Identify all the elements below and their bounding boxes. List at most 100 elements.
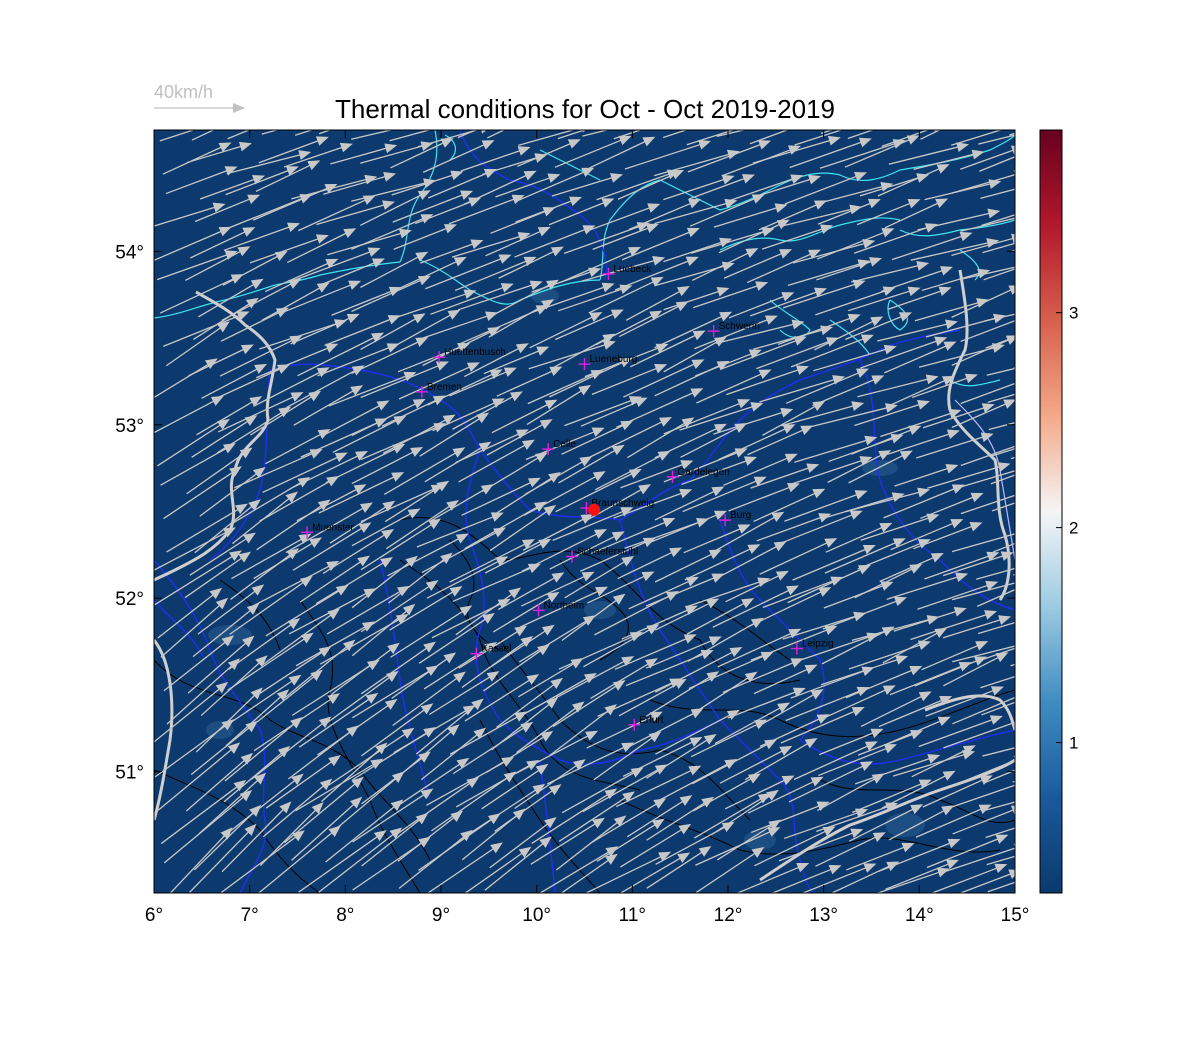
wind-arrow xyxy=(783,808,869,840)
wind-arrow xyxy=(418,813,501,871)
wind-arrow xyxy=(530,817,605,865)
wind-arrow xyxy=(860,336,948,369)
wind-arrow xyxy=(891,231,973,261)
wind-arrow xyxy=(220,830,305,893)
wind-arrow xyxy=(351,555,418,609)
wind-arrow xyxy=(960,445,1015,467)
y-tick-label: 51° xyxy=(115,763,144,784)
wind-arrow xyxy=(321,742,388,802)
wind-arrow xyxy=(654,598,720,631)
wind-arrow xyxy=(557,284,633,312)
wind-arrow xyxy=(646,671,720,717)
wind-arrow xyxy=(294,247,381,281)
wind-arrow xyxy=(960,145,1015,170)
wind-arrow xyxy=(726,174,804,203)
wind-arrow xyxy=(232,491,298,545)
wind-arrow xyxy=(487,130,506,139)
colorbar-tick-label: 3 xyxy=(1069,304,1078,323)
wind-arrow xyxy=(386,499,460,550)
wind-arrow xyxy=(753,488,826,523)
wind-arrow xyxy=(552,333,616,369)
wind-arrow xyxy=(555,468,642,513)
wind-arrow xyxy=(846,842,915,871)
wind-arrow xyxy=(687,617,764,662)
wind-arrow xyxy=(360,141,434,164)
wind-arrow xyxy=(960,266,1015,280)
wind-arrow xyxy=(219,335,303,377)
wind-arrow xyxy=(720,336,807,370)
wind-arrow xyxy=(332,771,405,833)
x-tick-label: 13° xyxy=(809,905,838,926)
city-label: Schwerin xyxy=(719,321,760,332)
wind-arrow xyxy=(691,248,759,282)
wind-arrow xyxy=(360,641,436,695)
city-label: Braunschweig xyxy=(591,498,654,509)
wind-arrow xyxy=(911,745,976,778)
wind-arrow xyxy=(891,375,955,406)
wind-arrow xyxy=(943,615,1012,639)
wind-arrow xyxy=(464,674,540,722)
wind-arrow xyxy=(589,136,656,169)
wind-arrow xyxy=(980,675,1015,689)
wind-arrow xyxy=(913,149,985,171)
wind-arrow xyxy=(794,435,878,463)
wind-arrow xyxy=(713,407,794,435)
wind-arrow xyxy=(759,538,838,575)
wind-arrow xyxy=(388,552,453,604)
wind-arrow xyxy=(613,130,643,140)
wind-arrow xyxy=(646,796,715,841)
wind-arrow xyxy=(696,847,765,893)
wind-arrow xyxy=(654,311,733,349)
wind-arrow xyxy=(985,827,1015,839)
y-tick-label: 52° xyxy=(115,589,144,610)
wind-arrow xyxy=(784,490,868,522)
wind-arrow xyxy=(921,641,989,671)
wind-arrow xyxy=(560,246,642,283)
wind-arrow xyxy=(856,199,921,226)
wind-arrow xyxy=(395,757,470,808)
wind-arrow xyxy=(199,174,266,200)
wind-arrow xyxy=(951,533,1015,553)
wind-arrow xyxy=(683,524,751,554)
wind-arrow xyxy=(924,551,1000,580)
wind-arrow xyxy=(892,750,976,777)
x-tick-label: 14° xyxy=(905,905,934,926)
map-panel: Luebeck Schwerin Huettenbusch Lueneburg Brem… xyxy=(153,129,1016,894)
wind-arrow xyxy=(191,415,258,458)
wind-arrow xyxy=(696,369,772,404)
wind-arrow xyxy=(789,456,873,486)
wind-arrow xyxy=(184,551,252,599)
wind-arrow xyxy=(361,813,429,867)
wind-arrow xyxy=(625,286,690,321)
wind-arrow xyxy=(163,789,253,864)
wind-arrow xyxy=(452,391,523,430)
wind-arrow xyxy=(449,367,517,397)
wind-arrow xyxy=(290,313,360,345)
wind-arrow xyxy=(551,173,623,197)
wind-arrow xyxy=(398,829,473,889)
wind-arrow xyxy=(851,779,932,814)
wind-arrow xyxy=(489,505,557,552)
wind-arrow xyxy=(253,367,330,407)
wind-arrow xyxy=(654,486,725,521)
wind-arrow xyxy=(976,588,1015,607)
wind-arrow xyxy=(496,677,563,728)
wind-arrow xyxy=(323,171,397,195)
wind-arrow xyxy=(720,541,787,577)
wind-arrow xyxy=(490,207,556,234)
wind-arrow xyxy=(549,531,625,570)
wind-arrow xyxy=(629,708,704,747)
wind-arrow xyxy=(888,142,970,165)
wind-arrow xyxy=(360,361,449,399)
wind-arrow xyxy=(618,678,687,717)
wind-arrow xyxy=(163,466,242,520)
wind-arrow xyxy=(250,716,332,780)
wind-arrow xyxy=(627,417,695,459)
wind-arrow xyxy=(951,233,1015,256)
wind-arrow xyxy=(687,140,772,173)
wind-arrow xyxy=(580,537,656,572)
wind-arrow xyxy=(396,777,480,835)
wind-arrow xyxy=(325,799,404,863)
wind-arrow xyxy=(231,533,312,580)
wind-arrow xyxy=(793,741,878,781)
